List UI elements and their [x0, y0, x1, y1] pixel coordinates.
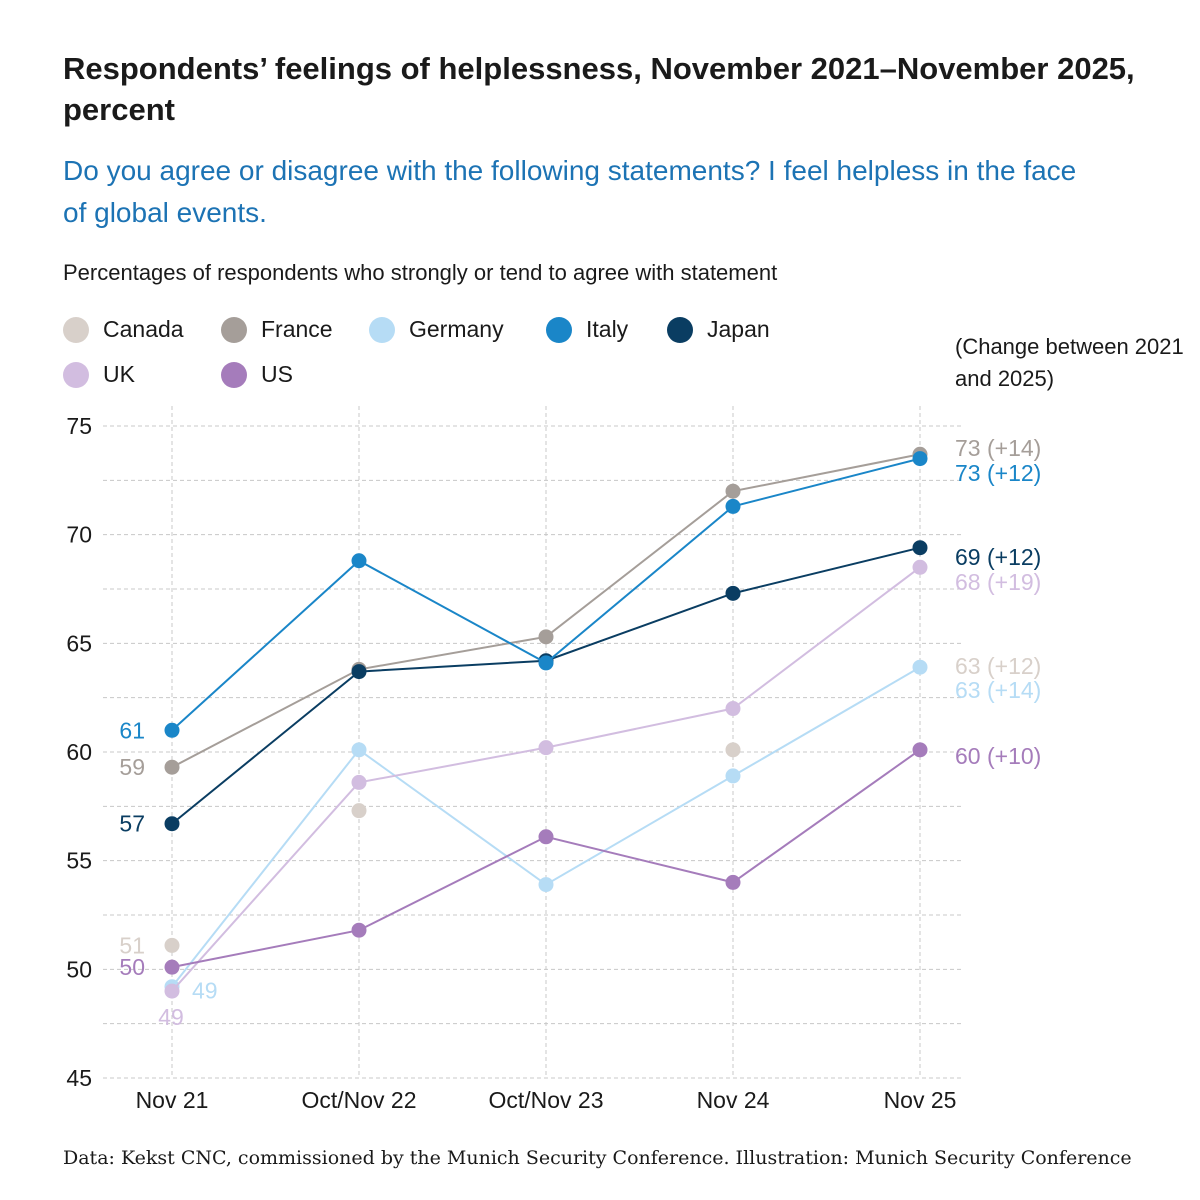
chart-caption: Percentages of respondents who strongly … [63, 260, 778, 285]
point-italy [351, 553, 367, 569]
legend-label-germany: Germany [409, 316, 504, 342]
point-france [725, 483, 741, 499]
legend-swatch-japan [667, 316, 693, 343]
legend-item-canada: Canada [63, 316, 184, 343]
legend-swatch-canada [63, 316, 89, 343]
legend-swatch-uk [63, 361, 89, 388]
point-japan [912, 540, 928, 556]
point-france [164, 759, 180, 775]
x-tick-label: Nov 25 [884, 1087, 957, 1113]
legend-item-uk: UK [63, 361, 135, 388]
y-tick-label: 65 [66, 630, 92, 656]
point-japan [164, 816, 180, 832]
point-italy [912, 451, 928, 467]
end-label-italy: 73 (+12) [955, 460, 1041, 486]
point-germany [351, 742, 367, 758]
y-tick-label: 45 [66, 1065, 92, 1091]
point-uk [912, 559, 928, 575]
start-label-us: 50 [119, 954, 145, 980]
end-label-uk: 68 (+19) [955, 569, 1041, 595]
legend-swatch-france [221, 316, 247, 343]
legend-label-us: US [261, 361, 293, 387]
start-label-japan: 57 [119, 811, 145, 837]
point-uk [538, 740, 554, 756]
y-tick-label: 75 [66, 413, 92, 439]
legend-label-italy: Italy [586, 316, 629, 342]
point-us [725, 874, 741, 890]
point-italy [725, 498, 741, 514]
point-us [351, 922, 367, 938]
end-label-us: 60 (+10) [955, 743, 1041, 769]
x-tick-label: Nov 21 [136, 1087, 209, 1113]
y-tick-label: 60 [66, 739, 92, 765]
x-tick-label: Oct/Nov 23 [488, 1087, 603, 1113]
end-label-canada: 63 (+12) [955, 653, 1041, 679]
point-us [538, 829, 554, 845]
start-label-uk: 49 [158, 1004, 184, 1030]
point-us [912, 742, 928, 758]
legend-label-canada: Canada [103, 316, 184, 342]
legend-item-germany: Germany [369, 316, 504, 343]
line-chart: 45 50 55 60 65 70 75 Nov 21 Oct/Nov 22 Oct/Nov 23… [66, 406, 1041, 1113]
end-label-france: 73 (+14) [955, 435, 1041, 461]
point-uk [164, 983, 180, 999]
series-line-canada [172, 750, 733, 946]
survey-question: Do you agree or disagree with the follow… [63, 155, 1077, 228]
point-japan [351, 664, 367, 680]
end-label-japan: 69 (+12) [955, 544, 1041, 570]
start-label-germany: 49 [192, 978, 218, 1004]
start-label-france: 59 [119, 754, 145, 780]
change-note: (Change between 2021 and 2025) [955, 334, 1184, 391]
point-italy [538, 655, 554, 671]
legend-swatch-italy [546, 316, 572, 343]
legend-item-italy: Italy [546, 316, 628, 343]
end-label-germany: 63 (+14) [955, 677, 1041, 703]
point-uk [351, 774, 367, 790]
start-label-canada: 51 [119, 932, 145, 958]
y-tick-label: 55 [66, 848, 92, 874]
x-tick-label: Nov 24 [697, 1087, 770, 1113]
legend-label-uk: UK [103, 361, 135, 387]
point-germany [912, 659, 928, 675]
legend-swatch-germany [369, 316, 395, 343]
point-canada [164, 937, 180, 953]
legend-label-france: France [261, 316, 333, 342]
point-italy [164, 722, 180, 738]
point-canada [351, 803, 367, 819]
point-germany [538, 877, 554, 893]
legend-item-us: US [221, 361, 293, 388]
legend-item-france: France [221, 316, 333, 343]
y-tick-label: 50 [66, 956, 92, 982]
source-footer: Data: Kekst CNC, commissioned by the Mun… [63, 1147, 1132, 1169]
point-japan [725, 585, 741, 601]
point-us [164, 959, 180, 975]
chart-title: Respondents’ feelings of helplessness, N… [63, 51, 1135, 127]
legend-swatch-us [221, 361, 247, 388]
y-tick-label: 70 [66, 522, 92, 548]
legend-label-japan: Japan [707, 316, 770, 342]
point-france [538, 629, 554, 645]
legend-item-japan: Japan [667, 316, 770, 343]
x-tick-label: Oct/Nov 22 [301, 1087, 416, 1113]
point-germany [725, 768, 741, 784]
start-label-italy: 61 [119, 717, 145, 743]
point-canada [725, 742, 741, 758]
point-uk [725, 701, 741, 717]
